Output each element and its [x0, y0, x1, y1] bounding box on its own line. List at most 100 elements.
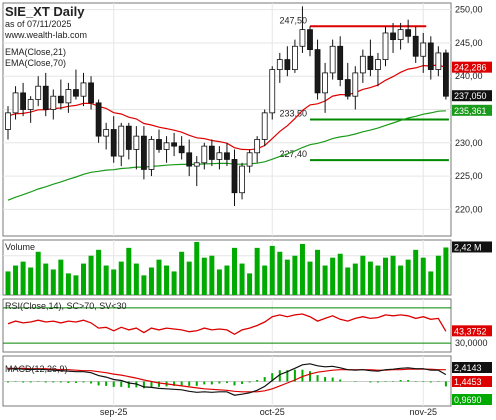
level-label: 227,40 [279, 149, 307, 159]
volume-bar [420, 257, 426, 295]
volume-bar [315, 249, 321, 295]
candle-up [329, 45, 336, 74]
macd-hist-tag-bg [452, 394, 492, 405]
candle-up [163, 142, 170, 150]
candle-down [442, 52, 449, 97]
volume-bar [5, 271, 11, 295]
price-tick-label: 220,00 [455, 204, 483, 214]
volume-bar [360, 255, 366, 295]
candle-down [20, 92, 27, 110]
volume-bar [20, 261, 26, 295]
rsi-line [7, 313, 447, 336]
macd-signal-tag-bg [452, 376, 492, 387]
level-label: 233,50 [279, 109, 307, 119]
candle-up [148, 139, 155, 170]
volume-bar [383, 257, 388, 295]
rsi-lines [3, 307, 451, 344]
candle-down [412, 35, 419, 57]
candle-down [367, 55, 374, 70]
price-tick-label: 250,00 [455, 5, 483, 15]
chart-title: SIE_XT Daily [5, 4, 85, 19]
price-tick-label: 240,00 [455, 71, 483, 81]
volume-bar [194, 241, 200, 295]
volume-bar [216, 269, 222, 295]
candle-up [420, 42, 427, 57]
volume-bar [141, 275, 147, 295]
candle-down [337, 45, 344, 80]
candle-down [42, 85, 49, 110]
candle-up [103, 129, 110, 137]
candle-up [12, 92, 19, 114]
candle-down [390, 32, 396, 41]
volume-bar [330, 257, 336, 295]
candle-down [427, 42, 434, 70]
candle-up [291, 45, 298, 70]
volume-bar [73, 275, 79, 295]
volume-bar [179, 251, 185, 295]
volume-label: Volume [5, 242, 35, 252]
candle-up [359, 55, 366, 74]
volume-bar [96, 249, 102, 295]
legend-ema70: EMA(Close,70) [5, 58, 66, 68]
volume-bar [254, 247, 260, 295]
volume-bar [352, 263, 358, 295]
candle-up [50, 95, 57, 110]
candle-down [171, 142, 178, 147]
candle-up [193, 162, 200, 167]
last-ema21-tag: 242,286 [454, 63, 487, 73]
last-ema70-tag-bg [452, 104, 492, 116]
volume-bar [443, 247, 449, 295]
candle-down [284, 59, 291, 70]
candle-up [352, 72, 359, 97]
candle-up [375, 59, 381, 70]
macd-lines [3, 363, 451, 396]
candle-up [397, 29, 404, 41]
volume-bar [201, 257, 207, 295]
volume-bar [292, 255, 298, 295]
volume-bar [103, 265, 109, 295]
candle-down [224, 152, 230, 160]
macd-signal-line [8, 367, 446, 393]
candle-up [435, 52, 442, 70]
rsi-tag: 43,3752 [454, 326, 487, 336]
volume-bar [148, 267, 154, 295]
volume-bar [209, 255, 215, 295]
candle-up [299, 29, 306, 47]
volume-bar [299, 243, 305, 295]
volume-bar [337, 253, 343, 295]
candle-up [269, 69, 276, 114]
candles [5, 6, 449, 207]
rsi-tick-label: 30,0000 [455, 338, 488, 348]
candle-down [110, 129, 117, 157]
candle-up [322, 72, 329, 94]
volume-bar [50, 269, 56, 295]
candle-up [261, 112, 268, 140]
candle-down [125, 125, 132, 150]
candle-down [314, 49, 321, 94]
candle-up [65, 89, 72, 104]
volume-bar [367, 261, 373, 295]
last-ema21-tag-bg [452, 61, 492, 73]
candle-down [57, 95, 64, 104]
volume-bar [81, 263, 86, 295]
volume-bar [269, 245, 275, 295]
candle-down [344, 79, 351, 97]
candle-down [156, 139, 162, 150]
volume-bar [247, 273, 253, 295]
volume-bar [307, 261, 313, 295]
price-tick-label: 230,00 [455, 138, 483, 148]
candle-up [276, 59, 283, 70]
volume-bar [111, 269, 117, 295]
volume-bar [413, 249, 419, 295]
macd-tag-bg [452, 362, 492, 373]
candle-down [73, 89, 79, 97]
volume-bar [262, 265, 268, 295]
volume-bar [345, 267, 351, 295]
volume-bar [239, 263, 245, 295]
last-ema70-tag: 235,361 [454, 106, 487, 116]
volume-bar [58, 259, 64, 295]
legend-ema21: EMA(Close,21) [5, 47, 66, 57]
candle-up [27, 99, 34, 110]
rsi-label: RSI(Close,14), SC>70, SV<30 [5, 301, 127, 311]
candle-up [118, 125, 125, 157]
